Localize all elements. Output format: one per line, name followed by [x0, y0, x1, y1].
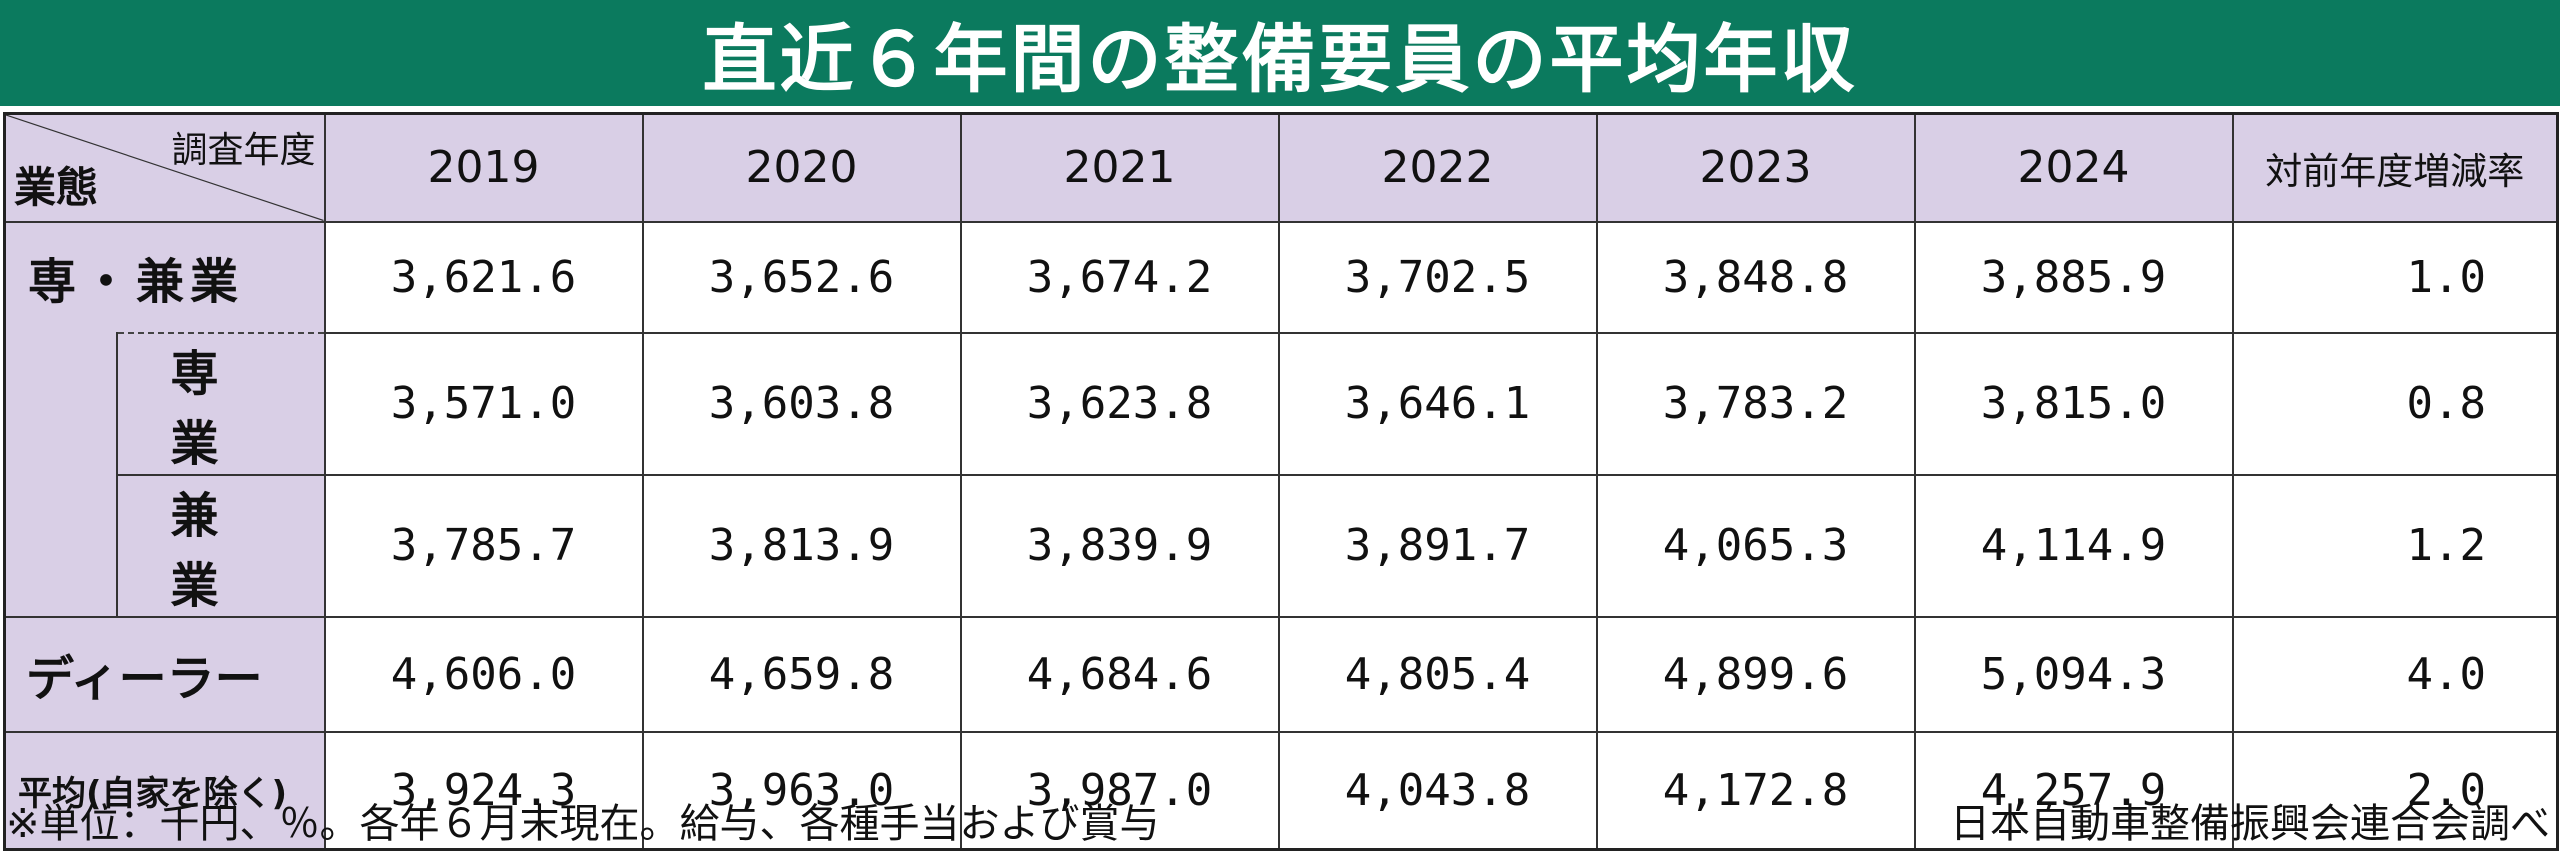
value-cell: 3,621.6	[323, 220, 644, 334]
value-cell: 3,813.9	[641, 473, 962, 618]
corner-diagonal	[6, 115, 324, 221]
corner-category-label: 業態	[14, 162, 99, 212]
value-cell: 5,094.3	[1913, 615, 2234, 733]
value-cell: 3,646.1	[1277, 331, 1598, 476]
row-label: 平均(自家を除く)	[3, 730, 326, 851]
change-cell: 1.0	[2231, 220, 2559, 334]
value-cell: 3,652.6	[641, 220, 962, 334]
value-cell: 3,963.0	[641, 730, 962, 851]
indent-cell	[3, 332, 118, 475]
value-cell: 3,785.7	[323, 473, 644, 618]
value-cell: 4,114.9	[1913, 473, 2234, 618]
value-cell: 4,606.0	[323, 615, 644, 733]
value-cell: 4,172.8	[1595, 730, 1916, 851]
value-cell: 3,848.8	[1595, 220, 1916, 334]
table-row: 兼 業 3,785.7 3,813.9 3,839.9 3,891.7 4,06…	[3, 473, 2559, 618]
value-cell: 3,885.9	[1913, 220, 2234, 334]
value-cell: 4,043.8	[1277, 730, 1598, 851]
value-cell: 3,702.5	[1277, 220, 1598, 334]
year-header: 2023	[1595, 112, 1916, 223]
change-cell: 2.0	[2231, 730, 2559, 851]
year-header: 2022	[1277, 112, 1598, 223]
year-header: 2024	[1913, 112, 2234, 223]
value-cell: 3,674.2	[959, 220, 1280, 334]
value-cell: 3,839.9	[959, 473, 1280, 618]
value-cell: 4,684.6	[959, 615, 1280, 733]
value-cell: 3,891.7	[1277, 473, 1598, 618]
value-cell: 3,603.8	[641, 331, 962, 476]
corner-year-label: 調査年度	[171, 130, 316, 171]
salary-table: 調査年度 業態 2019 2020 2021 2022 2023 2024 対前…	[3, 112, 2559, 851]
value-cell: 4,659.8	[641, 615, 962, 733]
value-cell: 3,815.0	[1913, 331, 2234, 476]
value-cell: 3,924.3	[323, 730, 644, 851]
value-cell: 3,623.8	[959, 331, 1280, 476]
header-row: 調査年度 業態 2019 2020 2021 2022 2023 2024 対前…	[3, 112, 2559, 223]
value-cell: 4,065.3	[1595, 473, 1916, 618]
corner-cell: 調査年度 業態	[3, 112, 326, 223]
value-cell: 4,257.9	[1913, 730, 2234, 851]
table-row: 専 業 3,571.0 3,603.8 3,623.8 3,646.1 3,78…	[3, 331, 2559, 476]
row-label: 専・兼業	[3, 220, 326, 333]
value-cell: 4,805.4	[1277, 615, 1598, 733]
value-cell: 3,987.0	[959, 730, 1280, 851]
value-cell: 4,899.6	[1595, 615, 1916, 733]
row-label: 専 業	[115, 331, 326, 476]
table-row: ディーラー 4,606.0 4,659.8 4,684.6 4,805.4 4,…	[3, 615, 2559, 733]
change-cell: 4.0	[2231, 615, 2559, 733]
source-note: 日本自動車整備振興会連合会調べ	[1950, 801, 2550, 847]
table-row: 専・兼業 3,621.6 3,652.6 3,674.2 3,702.5 3,8…	[3, 220, 2559, 334]
value-cell: 3,783.2	[1595, 331, 1916, 476]
year-header: 2019	[323, 112, 644, 223]
footnote: ※単位：千円、％。各年６月末現在。給与、各種手当および賞与	[6, 801, 1160, 847]
indent-cell	[3, 474, 118, 618]
year-header: 2021	[959, 112, 1280, 223]
change-cell: 0.8	[2231, 331, 2559, 476]
value-cell: 3,571.0	[323, 331, 644, 476]
title-bar: 直近６年間の整備要員の平均年収	[0, 0, 2560, 106]
change-rate-header: 対前年度増減率	[2231, 112, 2559, 223]
row-label: ディーラー	[3, 615, 326, 733]
table-row: 平均(自家を除く) 3,924.3 3,963.0 3,987.0 4,043.…	[3, 730, 2559, 851]
row-label: 兼 業	[115, 473, 326, 618]
chart-title: 直近６年間の整備要員の平均年収	[702, 16, 1858, 103]
change-cell: 1.2	[2231, 473, 2559, 618]
year-header: 2020	[641, 112, 962, 223]
